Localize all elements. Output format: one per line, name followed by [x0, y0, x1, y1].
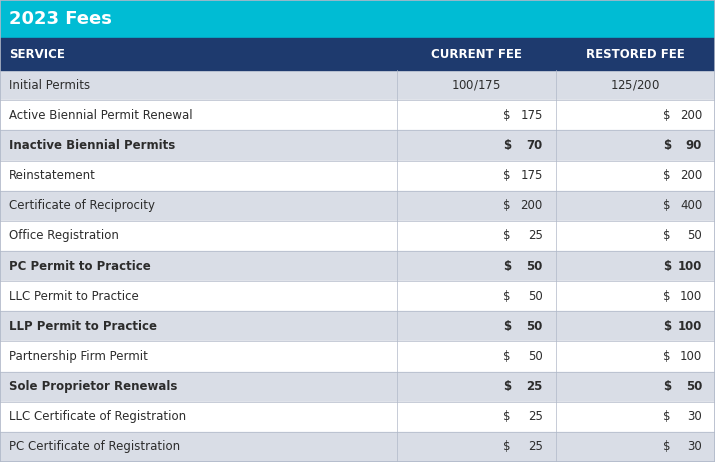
Bar: [0, 38, 715, 70]
Text: $: $: [503, 230, 511, 243]
Bar: [0, 371, 715, 402]
Text: PC Permit to Practice: PC Permit to Practice: [9, 260, 151, 273]
Text: $: $: [503, 109, 511, 122]
Bar: [0, 311, 715, 341]
Text: 200: 200: [521, 199, 543, 213]
Text: $: $: [503, 440, 511, 453]
Text: 50: 50: [687, 230, 702, 243]
Text: $: $: [503, 139, 511, 152]
Text: $: $: [663, 199, 670, 213]
Text: 25: 25: [528, 230, 543, 243]
Text: SERVICE: SERVICE: [9, 48, 65, 61]
Text: $: $: [663, 169, 670, 182]
Text: $: $: [503, 290, 511, 303]
Bar: [0, 191, 715, 221]
Text: $: $: [663, 320, 671, 333]
Text: PC Certificate of Registration: PC Certificate of Registration: [9, 440, 180, 453]
Text: $: $: [663, 380, 671, 393]
Text: 200: 200: [680, 169, 702, 182]
Bar: [0, 70, 715, 100]
Text: 100: 100: [678, 260, 702, 273]
Bar: [0, 161, 715, 191]
Text: $: $: [663, 410, 670, 423]
Text: $125/$200: $125/$200: [611, 78, 660, 92]
Text: Partnership Firm Permit: Partnership Firm Permit: [9, 350, 148, 363]
Text: Office Registration: Office Registration: [9, 230, 119, 243]
Text: Certificate of Reciprocity: Certificate of Reciprocity: [9, 199, 155, 213]
Text: 100: 100: [678, 320, 702, 333]
Text: 25: 25: [528, 440, 543, 453]
Text: $: $: [503, 169, 511, 182]
Text: 30: 30: [687, 440, 702, 453]
Text: 25: 25: [526, 380, 543, 393]
Text: $: $: [663, 440, 670, 453]
Text: 175: 175: [521, 169, 543, 182]
Text: $: $: [663, 230, 670, 243]
Text: $: $: [503, 410, 511, 423]
Text: 30: 30: [687, 410, 702, 423]
Bar: [0, 0, 715, 38]
Bar: [0, 281, 715, 311]
Text: $: $: [503, 320, 511, 333]
Text: $: $: [503, 350, 511, 363]
Text: Reinstatement: Reinstatement: [9, 169, 97, 182]
Text: Inactive Biennial Permits: Inactive Biennial Permits: [9, 139, 176, 152]
Bar: [0, 100, 715, 130]
Text: Sole Proprietor Renewals: Sole Proprietor Renewals: [9, 380, 177, 393]
Text: 25: 25: [528, 410, 543, 423]
Text: $: $: [503, 380, 511, 393]
Text: $: $: [503, 260, 511, 273]
Text: 50: 50: [526, 260, 543, 273]
Text: 100: 100: [680, 350, 702, 363]
Text: 70: 70: [526, 139, 543, 152]
Bar: [0, 402, 715, 432]
Text: 50: 50: [528, 350, 543, 363]
Text: 2023 Fees: 2023 Fees: [9, 10, 112, 28]
Text: LLC Permit to Practice: LLC Permit to Practice: [9, 290, 139, 303]
Text: LLC Certificate of Registration: LLC Certificate of Registration: [9, 410, 187, 423]
Text: 175: 175: [521, 109, 543, 122]
Text: $: $: [663, 260, 671, 273]
Text: 50: 50: [526, 320, 543, 333]
Text: 50: 50: [686, 380, 702, 393]
Text: RESTORED FEE: RESTORED FEE: [586, 48, 685, 61]
Bar: [0, 221, 715, 251]
Text: $: $: [663, 290, 670, 303]
Text: LLP Permit to Practice: LLP Permit to Practice: [9, 320, 157, 333]
Bar: [0, 130, 715, 161]
Bar: [0, 432, 715, 462]
Text: 400: 400: [680, 199, 702, 213]
Text: $: $: [503, 199, 511, 213]
Text: $100/$175: $100/$175: [451, 78, 501, 92]
Text: 200: 200: [680, 109, 702, 122]
Text: CURRENT FEE: CURRENT FEE: [430, 48, 522, 61]
Bar: [0, 251, 715, 281]
Text: Initial Permits: Initial Permits: [9, 79, 90, 92]
Text: $: $: [663, 139, 671, 152]
Text: Active Biennial Permit Renewal: Active Biennial Permit Renewal: [9, 109, 193, 122]
Text: 100: 100: [680, 290, 702, 303]
Text: $: $: [663, 350, 670, 363]
Bar: [0, 341, 715, 371]
Text: 90: 90: [686, 139, 702, 152]
Text: 50: 50: [528, 290, 543, 303]
Text: $: $: [663, 109, 670, 122]
